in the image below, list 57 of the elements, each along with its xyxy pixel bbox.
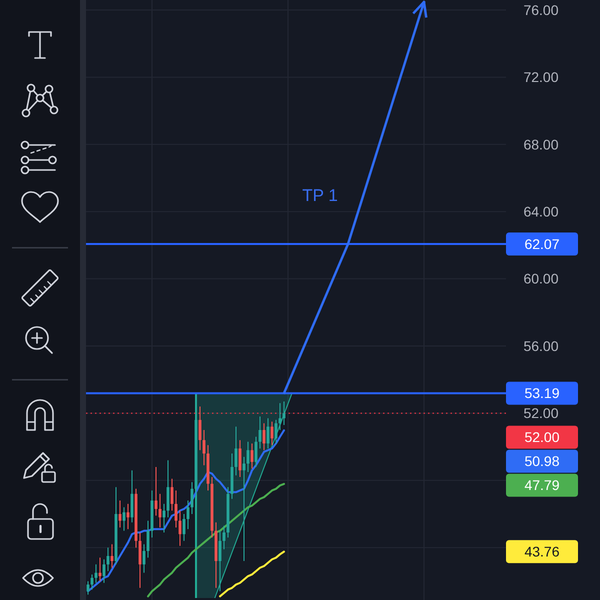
ref-line-label: 53.19 (524, 385, 560, 402)
candlestick (162, 503, 166, 533)
line-series (219, 550, 285, 598)
candlestick (158, 493, 162, 528)
candlestick (102, 558, 106, 584)
candlestick (138, 532, 142, 588)
y-tick-label: 56.00 (523, 338, 559, 354)
candlestick (166, 460, 170, 518)
candlestick (122, 506, 126, 532)
candlestick (278, 402, 282, 430)
candlestick (262, 422, 266, 451)
text: 50.98 (524, 453, 560, 470)
candlestick (90, 574, 94, 590)
candlestick (258, 416, 262, 449)
candlestick (202, 430, 206, 466)
candlestick (178, 510, 182, 546)
candlestick (198, 406, 202, 451)
candlestick (98, 557, 102, 582)
candlestick (130, 470, 134, 523)
candlestick (250, 442, 254, 470)
candlestick (186, 500, 190, 530)
candlestick (118, 500, 122, 528)
candlestick (266, 418, 270, 449)
candlestick (110, 544, 114, 568)
candlestick (182, 514, 186, 542)
line-series (147, 482, 285, 598)
candlestick (234, 426, 238, 476)
candlestick (282, 400, 286, 426)
candlestick (222, 525, 226, 550)
candlestick (154, 466, 158, 516)
candlestick (126, 503, 130, 530)
text: 43.76 (524, 544, 560, 560)
candlestick (238, 440, 242, 478)
ref-line-label: 62.07 (524, 236, 560, 252)
y-tick-label: 76.00 (523, 2, 559, 18)
candlestick (246, 441, 250, 472)
y-tick-label: 64.00 (523, 204, 559, 220)
candlestick (190, 482, 194, 514)
y-tick-label: 60.00 (523, 270, 559, 287)
y-tick-label: 72.00 (523, 69, 559, 86)
annotation: TP 1 (302, 186, 338, 206)
text: 47.79 (524, 477, 560, 494)
candlestick (106, 547, 110, 572)
y-tick-label: 68.00 (523, 136, 559, 152)
candlestick (174, 490, 178, 528)
candlestick (270, 421, 274, 446)
candlestick (86, 580, 90, 596)
line-series (87, 429, 285, 592)
candlestick (146, 520, 150, 558)
candlestick (94, 564, 98, 584)
candlestick (218, 530, 222, 592)
y-tick-label: 52.00 (523, 405, 559, 422)
candlestick (242, 456, 246, 562)
candlestick (142, 544, 146, 574)
candlestick (274, 419, 278, 444)
candlestick (254, 436, 258, 468)
candlestick (170, 478, 174, 512)
